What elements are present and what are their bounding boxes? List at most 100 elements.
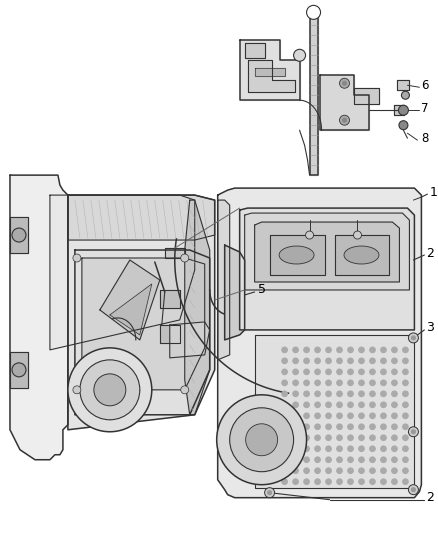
Circle shape: [304, 358, 309, 364]
Circle shape: [282, 457, 287, 463]
Polygon shape: [320, 75, 370, 130]
Circle shape: [381, 479, 386, 484]
Circle shape: [403, 446, 408, 451]
Circle shape: [392, 391, 397, 397]
Polygon shape: [218, 188, 421, 498]
Circle shape: [315, 402, 320, 408]
Circle shape: [293, 391, 298, 397]
Circle shape: [315, 358, 320, 364]
Circle shape: [326, 369, 331, 375]
Circle shape: [392, 358, 397, 364]
Circle shape: [408, 484, 418, 495]
Circle shape: [94, 374, 126, 406]
Circle shape: [370, 413, 375, 418]
Circle shape: [304, 446, 309, 451]
Polygon shape: [245, 43, 265, 58]
Polygon shape: [247, 60, 295, 92]
Circle shape: [403, 479, 408, 484]
Circle shape: [326, 347, 331, 353]
Circle shape: [304, 402, 309, 408]
Circle shape: [343, 81, 346, 85]
Circle shape: [399, 105, 408, 115]
Circle shape: [315, 457, 320, 463]
Circle shape: [315, 479, 320, 484]
Circle shape: [293, 380, 298, 386]
Circle shape: [348, 435, 353, 441]
Circle shape: [381, 358, 386, 364]
Polygon shape: [160, 325, 180, 343]
Circle shape: [381, 380, 386, 386]
Circle shape: [370, 380, 375, 386]
Circle shape: [348, 446, 353, 451]
Circle shape: [337, 457, 343, 463]
Circle shape: [370, 468, 375, 473]
Text: 5: 5: [258, 284, 265, 296]
Circle shape: [348, 391, 353, 397]
Circle shape: [293, 424, 298, 430]
Circle shape: [304, 424, 309, 430]
Circle shape: [293, 50, 306, 61]
Circle shape: [293, 435, 298, 441]
Circle shape: [370, 358, 375, 364]
Circle shape: [403, 435, 408, 441]
Circle shape: [408, 333, 418, 343]
Circle shape: [339, 115, 350, 125]
Circle shape: [293, 358, 298, 364]
Polygon shape: [160, 290, 180, 308]
Circle shape: [293, 479, 298, 484]
Circle shape: [381, 446, 386, 451]
Circle shape: [392, 380, 397, 386]
Circle shape: [403, 347, 408, 353]
Circle shape: [282, 468, 287, 473]
Circle shape: [381, 424, 386, 430]
Circle shape: [282, 380, 287, 386]
Circle shape: [293, 369, 298, 375]
Polygon shape: [165, 248, 185, 258]
Circle shape: [339, 78, 350, 88]
Circle shape: [326, 413, 331, 418]
Polygon shape: [218, 200, 230, 360]
Circle shape: [381, 413, 386, 418]
Polygon shape: [68, 195, 215, 240]
Circle shape: [337, 413, 343, 418]
Circle shape: [403, 391, 408, 397]
Circle shape: [326, 457, 331, 463]
Circle shape: [370, 402, 375, 408]
Circle shape: [337, 391, 343, 397]
Circle shape: [326, 391, 331, 397]
Text: 3: 3: [427, 321, 434, 334]
Circle shape: [326, 358, 331, 364]
Ellipse shape: [279, 246, 314, 264]
Circle shape: [326, 402, 331, 408]
Circle shape: [359, 457, 364, 463]
Polygon shape: [254, 68, 285, 76]
Circle shape: [348, 468, 353, 473]
Circle shape: [181, 386, 189, 394]
Circle shape: [293, 402, 298, 408]
Circle shape: [337, 479, 343, 484]
Circle shape: [73, 254, 81, 262]
Circle shape: [326, 479, 331, 484]
Circle shape: [181, 254, 189, 262]
Polygon shape: [185, 200, 210, 415]
Circle shape: [268, 491, 272, 495]
Circle shape: [411, 488, 415, 491]
Circle shape: [348, 380, 353, 386]
Circle shape: [359, 391, 364, 397]
Circle shape: [403, 369, 408, 375]
Circle shape: [315, 468, 320, 473]
Circle shape: [392, 457, 397, 463]
Circle shape: [399, 120, 408, 130]
Circle shape: [392, 479, 397, 484]
Circle shape: [403, 380, 408, 386]
Circle shape: [293, 468, 298, 473]
Circle shape: [326, 468, 331, 473]
Polygon shape: [82, 258, 205, 390]
Polygon shape: [225, 245, 245, 340]
Circle shape: [411, 430, 415, 434]
Text: 8: 8: [421, 132, 429, 144]
Circle shape: [359, 479, 364, 484]
Circle shape: [337, 435, 343, 441]
Circle shape: [304, 391, 309, 397]
Circle shape: [304, 435, 309, 441]
